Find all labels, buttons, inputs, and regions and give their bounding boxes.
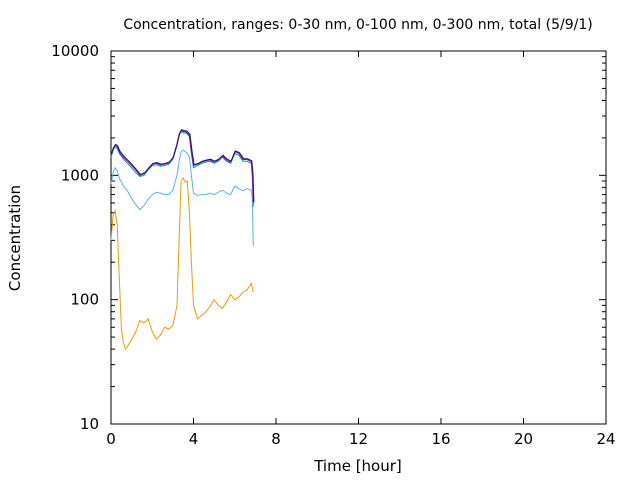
y-tick-label: 100 xyxy=(70,291,99,309)
x-tick-label: 20 xyxy=(514,430,533,448)
series-line-total xyxy=(110,129,254,203)
x-tick-label: 0 xyxy=(106,430,116,448)
x-axis: 0 4 8 12 16 20 24 xyxy=(106,51,616,448)
series-line-0-300-nm xyxy=(110,130,254,207)
y-tick-label: 10 xyxy=(80,415,99,433)
y-axis: 10 100 1000 10000 xyxy=(51,42,606,433)
x-tick-label: 24 xyxy=(596,430,615,448)
y-tick-label: 10000 xyxy=(51,42,99,60)
series-line-0-30-nm xyxy=(110,177,254,351)
y-axis-label: Concentration xyxy=(6,185,24,291)
series-line-0-100-nm xyxy=(110,149,254,247)
x-tick-label: 4 xyxy=(189,430,199,448)
x-tick-label: 12 xyxy=(349,430,368,448)
series-layer xyxy=(110,128,255,351)
y-tick-label: 1000 xyxy=(61,166,99,184)
x-tick-label: 16 xyxy=(431,430,450,448)
series-line-total-shadow xyxy=(111,128,255,203)
x-tick-label: 8 xyxy=(271,430,281,448)
x-axis-label: Time [hour] xyxy=(313,457,402,475)
chart-title: Concentration, ranges: 0-30 nm, 0-100 nm… xyxy=(123,17,592,33)
